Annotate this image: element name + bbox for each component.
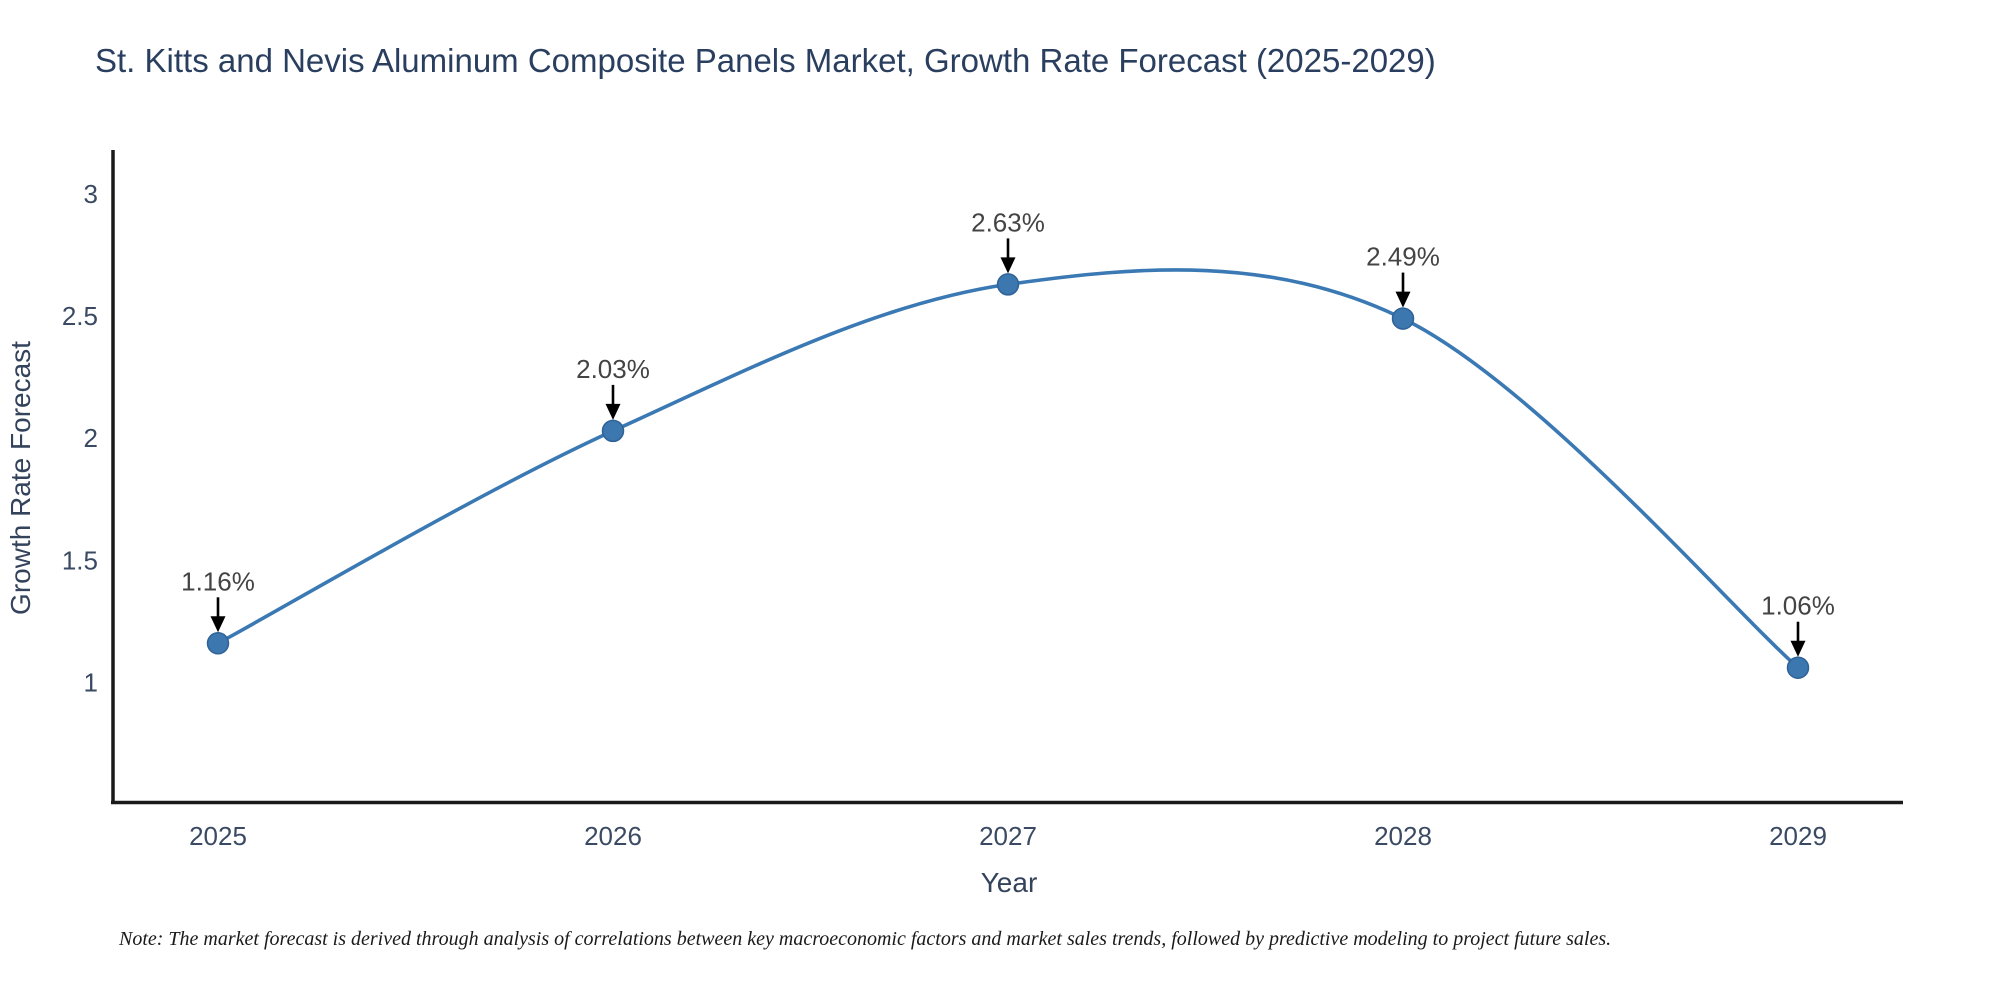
annotation-arrowhead xyxy=(210,616,226,633)
y-tick-label: 3 xyxy=(84,179,98,209)
y-tick-label: 2.5 xyxy=(62,301,98,331)
annotation-arrowhead xyxy=(1790,640,1806,657)
y-axis-title: Growth Rate Forecast xyxy=(5,341,36,615)
data-point-marker xyxy=(601,419,625,443)
data-point-label: 2.03% xyxy=(576,354,650,384)
y-tick-label: 2 xyxy=(84,423,98,453)
data-point-label: 2.49% xyxy=(1366,242,1440,272)
y-tick-label: 1 xyxy=(84,667,98,697)
data-point-label: 1.16% xyxy=(181,566,255,596)
x-tick-label: 2029 xyxy=(1769,821,1827,851)
forecast-line xyxy=(216,268,1800,670)
x-tick-label: 2026 xyxy=(584,821,642,851)
data-point-marker xyxy=(206,632,230,655)
data-point-marker xyxy=(1391,307,1415,330)
x-axis-title: Year xyxy=(981,867,1038,898)
x-tick-label: 2027 xyxy=(979,821,1037,851)
chart-title: St. Kitts and Nevis Aluminum Composite P… xyxy=(95,42,1436,79)
annotation-arrowhead xyxy=(1395,291,1411,308)
plot-area: 1 1.5 2 2.5 3 2025 2026 2027 2028 2029 1.16% 2.03% 2… xyxy=(62,179,1835,851)
data-point-marker xyxy=(1786,656,1810,679)
x-tick-label: 2028 xyxy=(1374,821,1432,851)
annotation-arrowhead xyxy=(1000,257,1016,274)
data-point-marker xyxy=(996,273,1020,296)
data-point-label: 1.06% xyxy=(1761,591,1835,621)
annotation-arrowhead xyxy=(605,403,621,420)
y-tick-label: 1.5 xyxy=(62,545,98,575)
data-point-label: 2.63% xyxy=(971,207,1045,237)
footnote: Note: The market forecast is derived thr… xyxy=(118,928,1611,950)
x-tick-label: 2025 xyxy=(189,821,247,851)
